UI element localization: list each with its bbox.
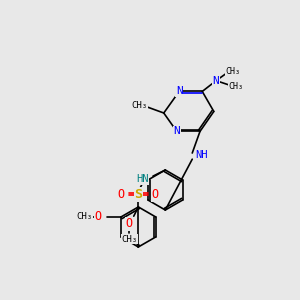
Text: O: O — [152, 188, 159, 201]
Text: S: S — [134, 188, 142, 201]
Text: N: N — [173, 127, 180, 136]
Text: O: O — [125, 218, 133, 230]
Text: CH₃: CH₃ — [226, 67, 241, 76]
Text: CH₃: CH₃ — [121, 235, 137, 244]
Text: HN: HN — [136, 174, 148, 184]
Text: N: N — [176, 86, 182, 96]
Text: CH₃: CH₃ — [77, 212, 93, 221]
Text: CH₃: CH₃ — [229, 82, 244, 91]
Text: N: N — [213, 76, 220, 86]
Text: CH₃: CH₃ — [131, 101, 147, 110]
Text: NH: NH — [195, 150, 208, 160]
Text: O: O — [94, 211, 101, 224]
Text: O: O — [118, 188, 125, 201]
